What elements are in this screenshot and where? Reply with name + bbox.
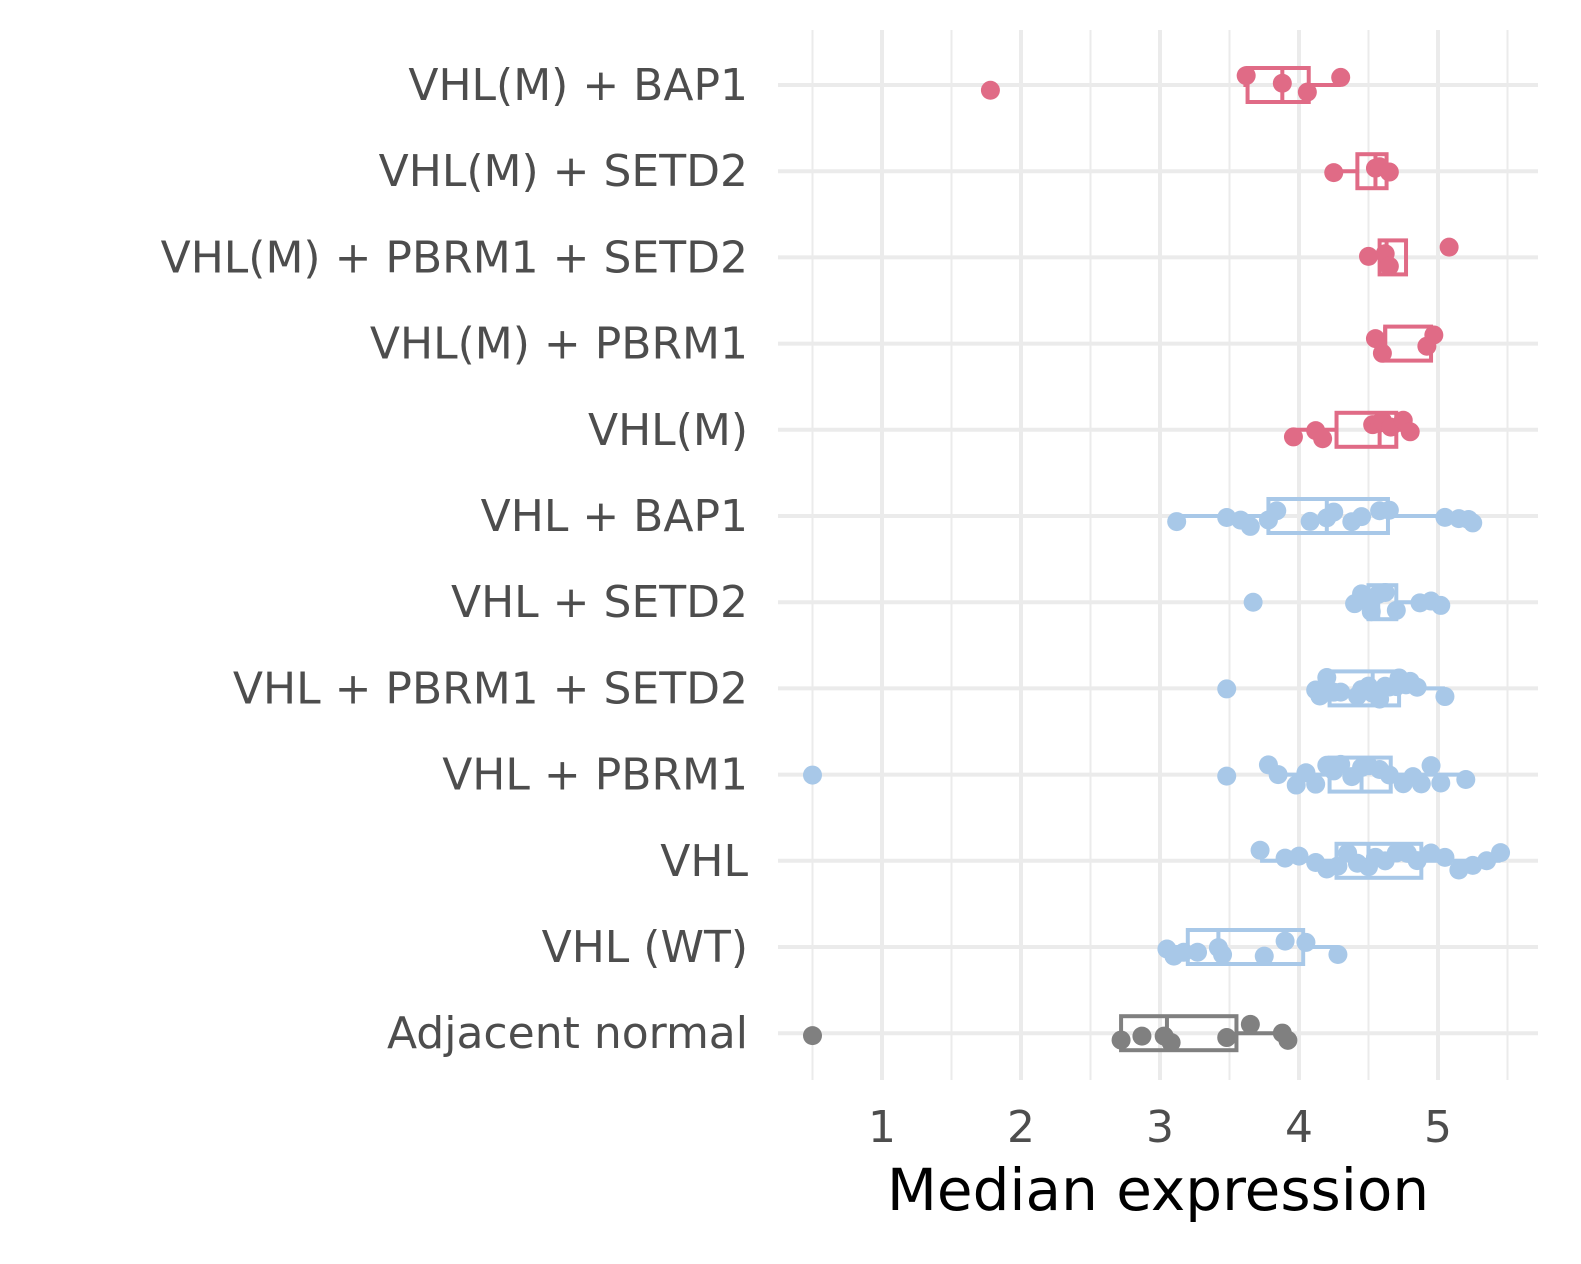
data-point	[1352, 507, 1372, 527]
x-axis-ticks: 1 2 3 4 5	[868, 1102, 1452, 1153]
data-point	[1324, 163, 1344, 183]
data-point	[1328, 856, 1348, 876]
data-point	[1477, 851, 1497, 871]
data-point	[1361, 602, 1381, 622]
data-point	[1421, 756, 1441, 776]
category-label: VHL(M) + PBRM1 + SETD2	[161, 232, 748, 283]
data-point	[1313, 429, 1333, 449]
data-point	[1407, 677, 1427, 697]
data-point	[1268, 765, 1288, 785]
data-point	[1411, 774, 1431, 794]
category-label: VHL + PBRM1 + SETD2	[233, 663, 748, 714]
data-point	[1132, 1026, 1152, 1046]
data-point	[1407, 851, 1427, 871]
x-tick-label: 5	[1424, 1102, 1452, 1153]
data-point	[1297, 82, 1317, 102]
data-point	[1359, 246, 1378, 266]
data-point	[1275, 931, 1295, 951]
data-point	[1278, 1030, 1298, 1050]
x-axis-title: Median expression	[887, 1156, 1429, 1224]
data-point	[1435, 847, 1455, 867]
x-tick-label: 3	[1146, 1102, 1174, 1153]
data-point	[1424, 325, 1444, 345]
data-point	[1236, 66, 1256, 86]
x-tick-label: 2	[1007, 1102, 1035, 1153]
data-point	[1328, 945, 1348, 965]
grid-lines	[778, 30, 1538, 1080]
data-point	[1324, 502, 1344, 522]
data-point	[1296, 932, 1316, 952]
category-label: VHL + PBRM1	[442, 750, 748, 801]
category-label: Adjacent normal	[387, 1008, 748, 1059]
data-point	[1213, 945, 1233, 965]
data-point	[1375, 582, 1395, 602]
data-point	[1379, 500, 1399, 520]
data-point	[803, 765, 822, 785]
data-point	[1217, 766, 1237, 786]
category-label: VHL(M) + BAP1	[408, 60, 748, 111]
data-point	[1174, 942, 1194, 962]
data-point	[1379, 162, 1399, 182]
data-point	[1491, 843, 1511, 863]
category-label: VHL	[660, 836, 748, 887]
category-label: VHL + SETD2	[451, 577, 748, 628]
data-point	[1289, 846, 1309, 866]
data-point	[1250, 840, 1270, 860]
data-point	[1188, 942, 1208, 962]
data-point	[1435, 687, 1455, 707]
data-point	[1463, 513, 1483, 533]
data-point	[1431, 773, 1451, 793]
data-point	[980, 80, 1000, 100]
category-labels: VHL(M) + BAP1 VHL(M) + SETD2 VHL(M) + PBRM…	[161, 60, 749, 1059]
data-point	[1275, 848, 1295, 868]
data-point	[1372, 343, 1392, 363]
data-point	[1431, 595, 1451, 615]
category-label: VHL (WT)	[542, 922, 748, 973]
data-point	[1167, 512, 1187, 532]
data-point	[1379, 765, 1399, 785]
data-points	[803, 66, 1511, 1052]
data-point	[1435, 507, 1455, 527]
data-point	[1240, 1014, 1260, 1034]
data-point	[1379, 256, 1399, 276]
data-point	[803, 1026, 822, 1046]
data-point	[1439, 237, 1459, 257]
x-tick-label: 4	[1285, 1102, 1313, 1153]
category-label: VHL(M) + PBRM1	[370, 319, 748, 370]
data-point	[1317, 667, 1337, 687]
data-point	[1283, 427, 1303, 447]
data-point	[1400, 422, 1420, 442]
category-label: VHL(M) + SETD2	[379, 146, 748, 197]
boxplot-boxes	[1119, 66, 1501, 1053]
data-point	[1300, 511, 1320, 531]
data-point	[1272, 73, 1292, 93]
data-point	[1217, 679, 1237, 699]
data-point	[1331, 682, 1351, 702]
category-label: VHL(M)	[588, 405, 748, 456]
data-point	[1365, 329, 1385, 349]
data-point	[1456, 769, 1476, 789]
data-point	[1331, 754, 1351, 774]
data-point	[1386, 600, 1406, 620]
data-point	[1331, 67, 1351, 87]
data-point	[1161, 1032, 1181, 1052]
data-point	[1217, 1028, 1237, 1048]
data-point	[1243, 592, 1263, 612]
x-tick-label: 1	[868, 1102, 896, 1153]
category-label: VHL + BAP1	[481, 491, 748, 542]
data-point	[1111, 1030, 1131, 1050]
data-point	[1240, 516, 1260, 536]
data-point	[1267, 501, 1287, 521]
data-point	[1306, 774, 1326, 794]
data-point	[1254, 946, 1274, 966]
